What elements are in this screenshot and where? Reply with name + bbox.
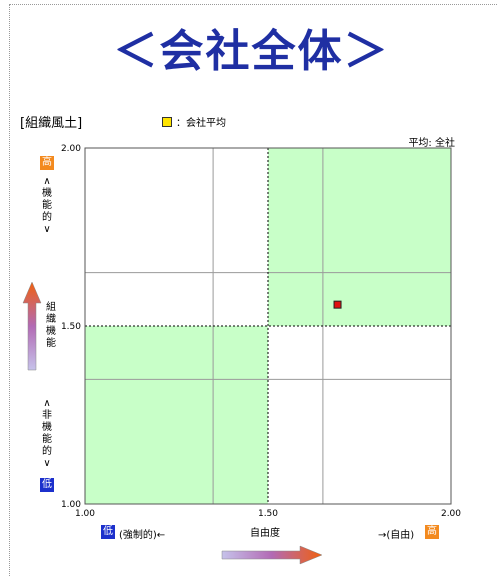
y-tick-label: 2.00	[61, 144, 81, 154]
y-lower-label: ∧ 非 機 能 的 ∨	[40, 398, 54, 470]
x-axis-arrow	[221, 545, 323, 565]
y-axis-arrow	[22, 281, 42, 371]
legend-label: ：会社平均	[176, 118, 226, 129]
y-upper-label: ∧ 機 能 的 ∨	[40, 176, 54, 236]
y-axis-name-char: 織	[46, 314, 56, 325]
tick-labels: 1.00 1.50 2.00 1.00 1.50 2.00	[61, 144, 461, 519]
y-lower-char: 能	[42, 434, 52, 445]
y-axis-name-char: 機	[46, 326, 56, 337]
data-points	[333, 300, 342, 309]
y-lower-char: 機	[42, 422, 52, 433]
x-high-badge: 高	[425, 525, 439, 539]
quadrant-upper-right	[268, 148, 451, 326]
quadrant-lower-left	[85, 326, 268, 504]
y-high-badge: 高	[40, 156, 54, 170]
y-upper-char: 機	[42, 188, 52, 199]
page-frame	[9, 4, 497, 576]
section-label: [組織風土]	[20, 116, 83, 131]
y-upper-char: ∨	[43, 224, 51, 235]
plot-border	[84, 147, 452, 505]
y-lower-char: ∨	[43, 458, 51, 469]
x-tick-label: 1.50	[258, 509, 278, 519]
average-label: 平均: 全社	[408, 138, 455, 149]
y-tick-label: 1.50	[61, 322, 81, 332]
y-lower-char: 的	[42, 446, 52, 457]
y-lower-char: ∧	[43, 398, 51, 409]
y-upper-char: 的	[42, 212, 52, 223]
y-axis-name-char: 能	[46, 338, 56, 349]
x-tick-label: 1.00	[75, 509, 95, 519]
x-tick-label: 2.00	[441, 509, 461, 519]
y-axis-name: 組 織 機 能	[44, 302, 58, 350]
y-axis-name-char: 組	[46, 302, 56, 313]
legend: ：会社平均	[162, 114, 226, 129]
x-low-badge: 低	[101, 525, 115, 539]
legend-swatch	[162, 116, 172, 127]
x-high-text: →(自由)	[378, 530, 415, 541]
y-low-badge: 低	[40, 478, 54, 492]
page-title: ＜会社全体＞	[113, 26, 390, 77]
x-low-text: (強制的)←	[119, 530, 166, 541]
data-point	[333, 300, 342, 309]
x-axis-name: 自由度	[250, 528, 280, 539]
y-lower-char: 非	[42, 410, 52, 421]
y-upper-char: 能	[42, 200, 52, 211]
y-upper-char: ∧	[43, 176, 51, 187]
y-tick-label: 1.00	[61, 500, 81, 510]
